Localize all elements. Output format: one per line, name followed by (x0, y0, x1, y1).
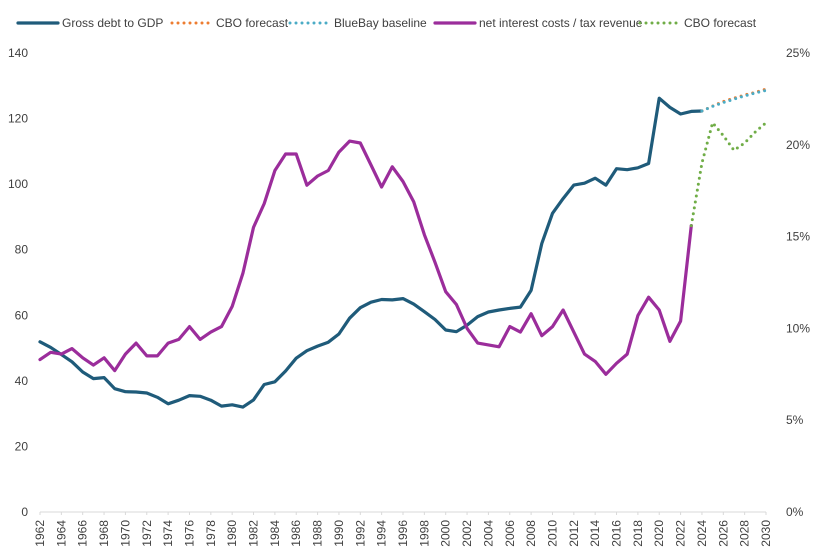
x-tick-label: 2006 (503, 520, 517, 547)
x-tick-label: 2008 (524, 520, 538, 547)
series-line-3 (38, 139, 693, 376)
x-tick-label: 2004 (481, 520, 495, 547)
x-tick-label: 2030 (759, 520, 773, 547)
x-tick-label: 1980 (225, 520, 239, 547)
x-tick-label: 1996 (396, 520, 410, 547)
axes: 0 20 40 60 80 100 120 140 0% 5% 10% 15% 20% 25% 1962 19… (8, 46, 810, 547)
x-tick-label: 1982 (247, 520, 261, 547)
x-tick-label: 2020 (652, 520, 666, 547)
x-tick-label: 2024 (695, 520, 709, 547)
x-tick-label: 1998 (417, 520, 431, 547)
x-tick-label: 1986 (289, 520, 303, 547)
x-tick-label: 1972 (140, 520, 154, 547)
legend: Gross debt to GDP CBO forecast BlueBay bas… (16, 16, 757, 30)
x-tick-label: 1974 (161, 520, 175, 547)
y2-tick-label: 10% (786, 321, 810, 335)
y-tick-label: 0 (21, 505, 28, 519)
y-tick-label: 100 (8, 177, 28, 191)
x-tick-label: 1994 (375, 520, 389, 547)
x-tick-label: 1962 (33, 520, 47, 547)
x-tick-label: 1966 (76, 520, 90, 547)
x-tick-label: 2028 (738, 520, 752, 547)
y2-tick-label: 20% (786, 138, 810, 152)
legend-label: Gross debt to GDP (62, 16, 163, 30)
legend-label: BlueBay baseline (334, 16, 427, 30)
legend-label: CBO forecast (684, 16, 757, 30)
x-tick-label: 1968 (97, 520, 111, 547)
y-tick-label: 20 (15, 439, 29, 453)
x-tick-label: 1964 (54, 520, 68, 547)
x-tick-label: 1970 (118, 520, 132, 547)
x-tick-label: 2012 (567, 520, 581, 547)
y2-tick-label: 15% (786, 230, 810, 244)
x-tick-label: 1990 (332, 520, 346, 547)
legend-label: net interest costs / tax revenue (479, 16, 643, 30)
y-tick-label: 120 (8, 112, 28, 126)
x-tick-label: 1992 (353, 520, 367, 547)
y-tick-label: 80 (15, 243, 29, 257)
x-tick-label: 2010 (545, 520, 559, 547)
legend-label: CBO forecast (216, 16, 289, 30)
y-tick-label: 40 (15, 374, 29, 388)
x-tick-label: 2002 (460, 520, 474, 547)
x-tick-label: 1984 (268, 520, 282, 547)
series-line-0 (38, 96, 704, 409)
x-tick-label: 1978 (204, 520, 218, 547)
x-tick-label: 2018 (631, 520, 645, 547)
x-tick-label: 2016 (610, 520, 624, 547)
x-tick-label: 2014 (588, 520, 602, 547)
y-tick-label: 60 (15, 308, 29, 322)
x-tick-label: 1988 (311, 520, 325, 547)
series-line-2 (700, 88, 768, 113)
y-tick-label: 140 (8, 46, 28, 60)
x-tick-label: 2026 (716, 520, 730, 547)
y2-tick-label: 0% (786, 505, 804, 519)
x-tick-label: 2022 (674, 520, 688, 547)
y2-tick-label: 25% (786, 46, 810, 60)
x-tick-label: 2000 (439, 520, 453, 547)
series-line-4 (689, 121, 768, 228)
y2-tick-label: 5% (786, 413, 804, 427)
x-tick-label: 1976 (182, 520, 196, 547)
series-layer (38, 87, 768, 409)
